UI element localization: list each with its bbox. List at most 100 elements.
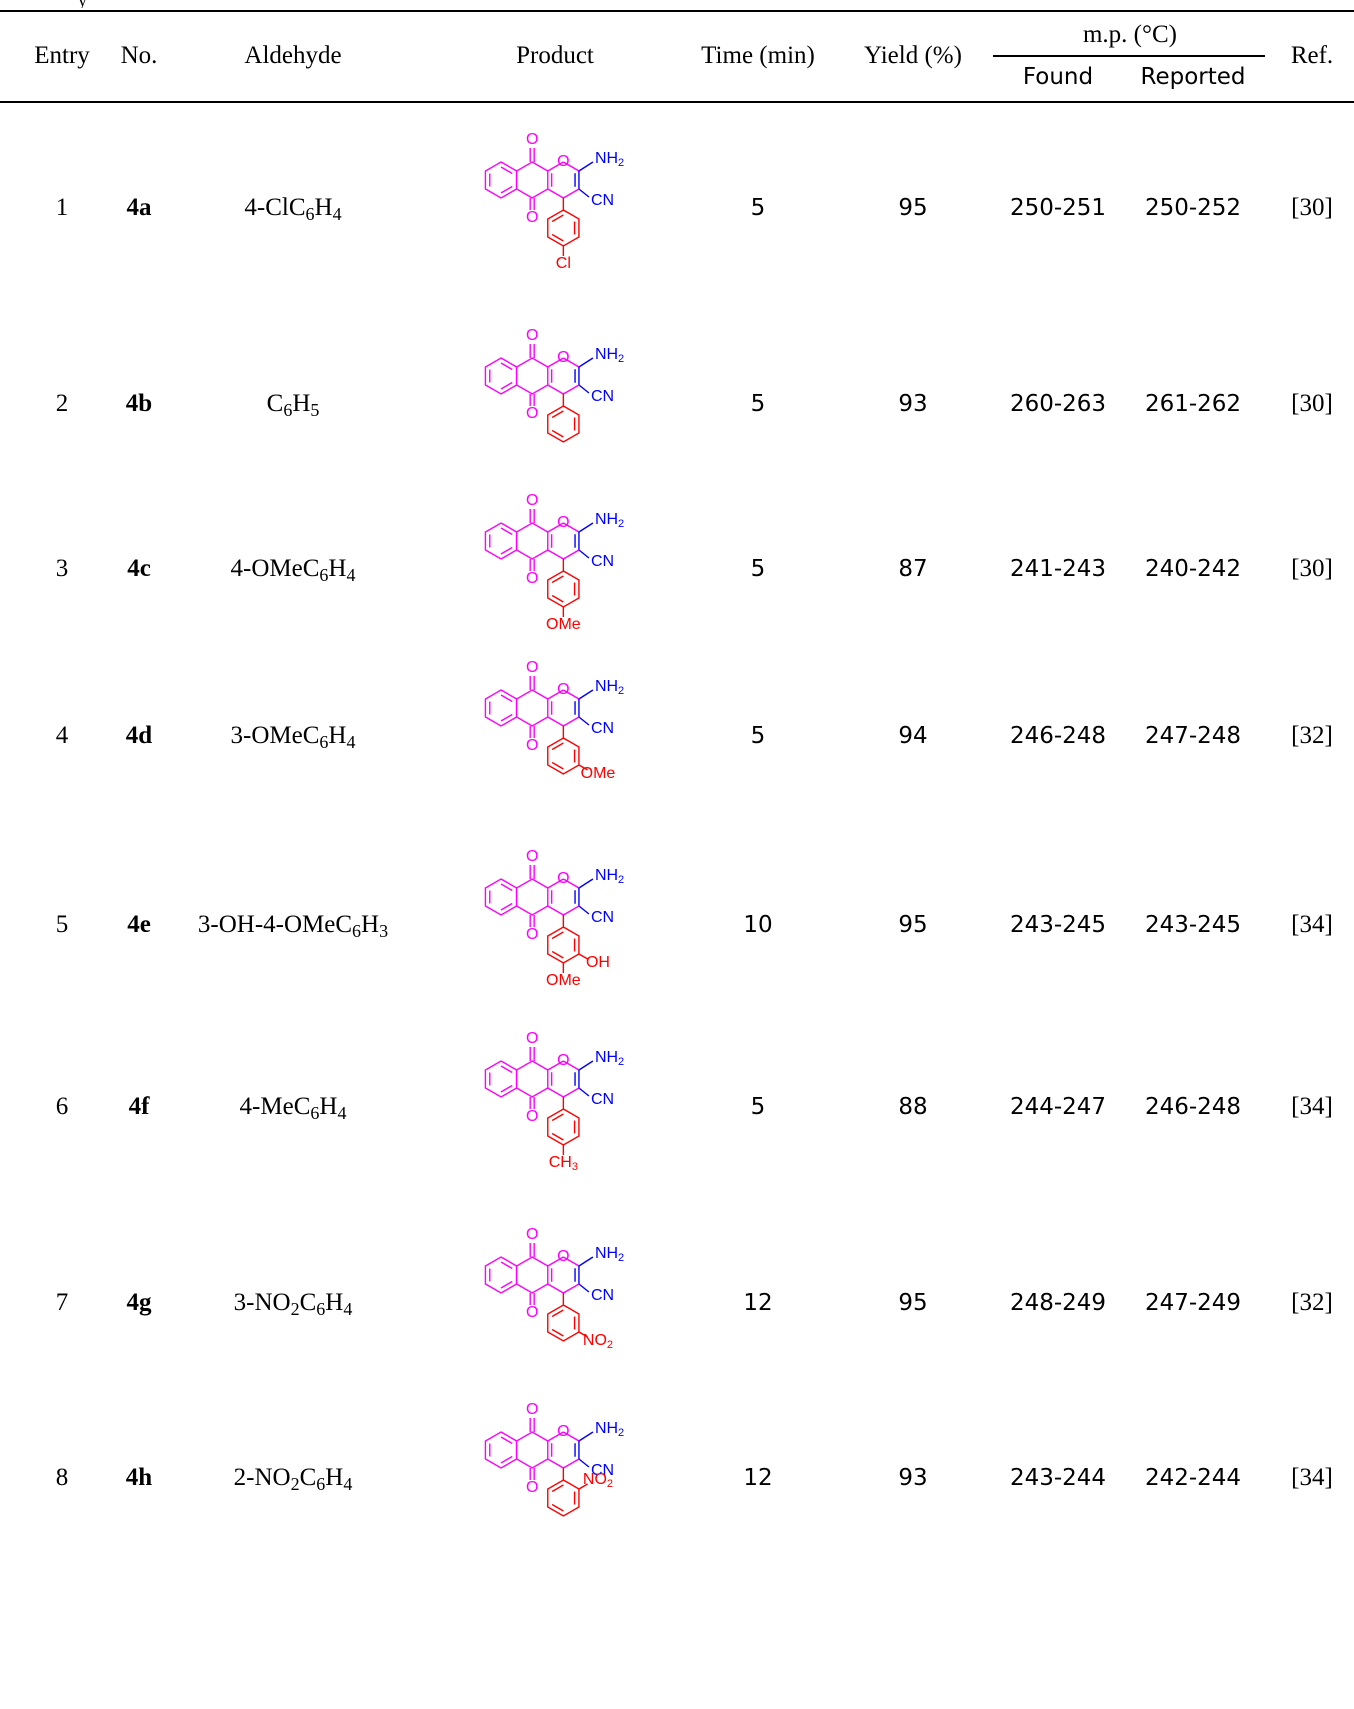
pyran-bond xyxy=(547,1256,564,1267)
pyran-bond xyxy=(563,357,580,368)
entry-cell: 5 xyxy=(55,911,69,938)
aldehyde-cell: 4-OMeC6H4 xyxy=(230,555,356,586)
yield-cell: 95 xyxy=(898,195,928,221)
aryl-double-bond xyxy=(551,429,564,438)
compound-number: 4d xyxy=(125,722,153,749)
quinone-ring xyxy=(515,878,549,916)
header-yield: Yield (%) xyxy=(864,42,962,69)
aryl-double-bond xyxy=(551,931,564,940)
nitrile-bond xyxy=(578,549,590,559)
amine-bond xyxy=(578,1060,594,1071)
entry-cell: 1 xyxy=(55,194,69,221)
nitrile-bond xyxy=(578,384,590,394)
carbonyl-oxygen-label: O xyxy=(526,737,538,754)
amine-bond xyxy=(578,1256,594,1267)
pyran-bond xyxy=(563,1458,580,1469)
nitrile-label: CN xyxy=(591,1091,614,1108)
nitrile-label: CN xyxy=(591,909,614,926)
quinone-ring xyxy=(515,522,549,560)
ring-oxygen-label: O xyxy=(557,1248,569,1265)
nitrile-label: CN xyxy=(591,1462,614,1479)
mp-found-cell: 244-247 xyxy=(1009,1094,1107,1120)
mp-reported-cell: 250-252 xyxy=(1144,195,1242,221)
pyran-bond xyxy=(563,1087,580,1098)
amine-label: NH2 xyxy=(595,867,624,886)
header-ref: Ref. xyxy=(1290,42,1334,69)
nitrile-label: CN xyxy=(591,1287,614,1304)
carbonyl-oxygen-label: O xyxy=(526,926,538,943)
compound-number: 4a xyxy=(126,194,152,221)
quinone-ring xyxy=(515,1256,549,1294)
carbonyl-oxygen-label: O xyxy=(526,492,538,509)
aryl-ring xyxy=(547,1304,580,1342)
ring-oxygen-label: O xyxy=(557,153,569,170)
ring-double-bond xyxy=(500,546,513,555)
aldehyde-cell: C6H5 xyxy=(266,390,320,421)
header-time: Time (min) xyxy=(701,42,815,69)
time-cell: 5 xyxy=(750,195,766,221)
pyran-bond xyxy=(563,878,580,889)
aryl-ring xyxy=(547,737,580,775)
reference-cell: [30] xyxy=(1291,390,1333,417)
yield-cell: 93 xyxy=(898,1465,928,1491)
time-cell: 5 xyxy=(750,723,766,749)
pyran-bond xyxy=(547,1060,564,1071)
time-cell: 10 xyxy=(743,912,773,938)
yield-cell: 95 xyxy=(898,912,928,938)
entry-cell: 6 xyxy=(55,1093,69,1120)
pyran-bond xyxy=(547,878,564,889)
ring-double-bond xyxy=(500,1455,513,1464)
ring-double-bond xyxy=(500,883,513,892)
yield-cell: 94 xyxy=(898,723,928,749)
aryl-double-bond xyxy=(551,1503,564,1512)
substituent-label: OMe xyxy=(581,765,616,782)
reference-cell: [30] xyxy=(1291,555,1333,582)
nitrile-bond xyxy=(578,1087,590,1097)
pyran-bond xyxy=(563,1060,580,1071)
quinone-ring xyxy=(515,1060,549,1098)
header-aldehyde: Aldehyde xyxy=(244,42,342,69)
yield-cell: 88 xyxy=(898,1094,928,1120)
substituent-bond xyxy=(578,1331,588,1338)
compound-number: 4c xyxy=(127,555,151,582)
pyran-bond xyxy=(547,905,564,916)
header-no: No. xyxy=(120,42,158,69)
mp-found-cell: 243-245 xyxy=(1009,912,1107,938)
pyran-bond xyxy=(563,1431,580,1442)
carbonyl-oxygen-label: O xyxy=(526,1108,538,1125)
compound-number: 4b xyxy=(125,390,153,417)
pyran-bond xyxy=(547,1431,564,1442)
top-rule xyxy=(0,10,1354,12)
pyran-bond xyxy=(563,1283,580,1294)
nitrile-bond xyxy=(578,905,590,915)
aryl-ring xyxy=(547,405,580,443)
substituent-bond xyxy=(578,1483,588,1490)
compound-number: 4h xyxy=(125,1464,153,1491)
mp-found-cell: 248-249 xyxy=(1009,1290,1107,1316)
aryl-double-bond xyxy=(551,761,564,770)
pyran-bond xyxy=(563,689,580,700)
carbonyl-oxygen-label: O xyxy=(526,327,538,344)
header-product: Product xyxy=(516,42,594,69)
aryl-double-bond xyxy=(551,950,564,959)
mp-subrule xyxy=(993,55,1265,57)
aldehyde-cell: 3-OMeC6H4 xyxy=(230,722,356,753)
ring-double-bond xyxy=(500,1084,513,1093)
header-reported: Reported xyxy=(1140,64,1246,90)
nitrile-bond xyxy=(578,716,590,726)
amine-bond xyxy=(578,161,594,172)
mp-reported-cell: 247-248 xyxy=(1144,723,1242,749)
reference-cell: [34] xyxy=(1291,1464,1333,1491)
nitrile-bond xyxy=(578,188,590,198)
nitrile-bond xyxy=(578,1283,590,1293)
entry-cell: 3 xyxy=(55,555,69,582)
ring-double-bond xyxy=(500,1280,513,1289)
carbonyl-oxygen-label: O xyxy=(526,1401,538,1418)
amine-label: NH2 xyxy=(595,511,624,530)
amine-bond xyxy=(578,689,594,700)
substituent-label: OMe xyxy=(546,616,581,633)
yield-cell: 93 xyxy=(898,391,928,417)
mp-reported-cell: 242-244 xyxy=(1144,1465,1242,1491)
substituent-label: NO2 xyxy=(583,1332,613,1351)
